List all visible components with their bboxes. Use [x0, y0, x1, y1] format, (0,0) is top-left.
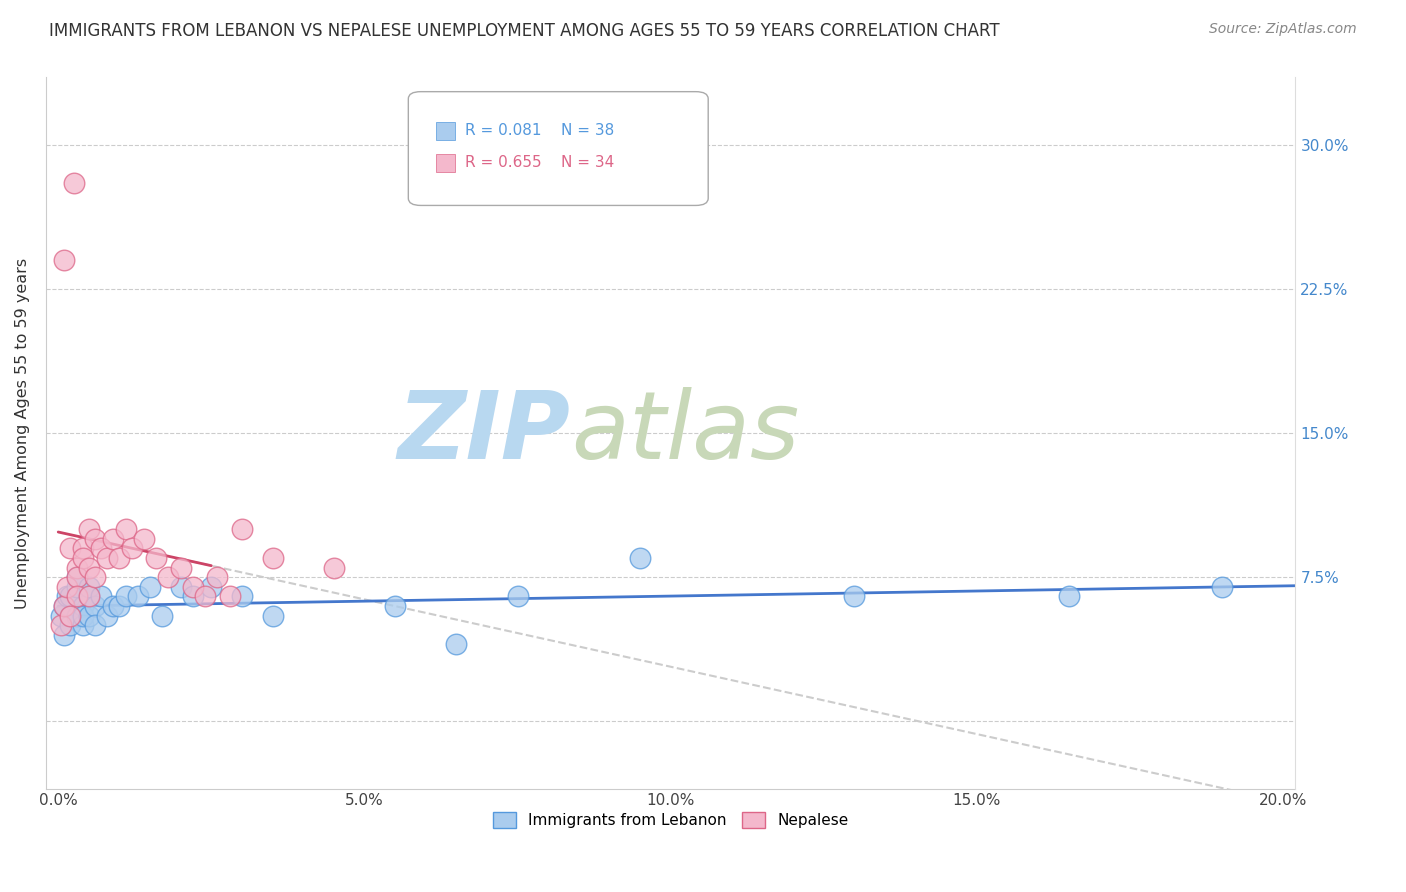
- Point: [114, 590, 136, 604]
- Point: [218, 590, 240, 604]
- Point: [114, 522, 136, 536]
- Point: [200, 580, 222, 594]
- Point: [446, 637, 468, 651]
- Point: [121, 541, 143, 556]
- Point: [53, 599, 76, 613]
- Point: [108, 599, 131, 613]
- Point: [56, 580, 79, 594]
- Text: ZIP: ZIP: [398, 387, 571, 479]
- Point: [150, 608, 173, 623]
- Point: [65, 560, 87, 574]
- Point: [77, 590, 100, 604]
- Point: [65, 570, 87, 584]
- Point: [181, 590, 204, 604]
- Point: [65, 608, 87, 623]
- Point: [181, 580, 204, 594]
- Text: R = 0.655: R = 0.655: [464, 155, 541, 170]
- FancyBboxPatch shape: [436, 154, 454, 171]
- Text: atlas: atlas: [571, 387, 799, 478]
- Text: IMMIGRANTS FROM LEBANON VS NEPALESE UNEMPLOYMENT AMONG AGES 55 TO 59 YEARS CORRE: IMMIGRANTS FROM LEBANON VS NEPALESE UNEM…: [49, 22, 1000, 40]
- Point: [157, 570, 180, 584]
- Point: [170, 560, 193, 574]
- Text: N = 34: N = 34: [561, 155, 614, 170]
- Point: [139, 580, 162, 594]
- Text: R = 0.081: R = 0.081: [464, 123, 541, 138]
- Point: [262, 550, 284, 565]
- Point: [77, 590, 100, 604]
- Point: [77, 522, 100, 536]
- Point: [59, 608, 82, 623]
- Point: [127, 590, 149, 604]
- Point: [1211, 580, 1233, 594]
- Point: [322, 560, 344, 574]
- Point: [84, 618, 107, 632]
- Point: [231, 590, 253, 604]
- Point: [96, 608, 118, 623]
- Point: [65, 580, 87, 594]
- Point: [96, 550, 118, 565]
- Point: [53, 252, 76, 267]
- FancyBboxPatch shape: [408, 92, 709, 205]
- Point: [53, 599, 76, 613]
- Point: [103, 599, 125, 613]
- Point: [77, 560, 100, 574]
- Point: [628, 550, 651, 565]
- Point: [72, 618, 94, 632]
- Point: [84, 599, 107, 613]
- Point: [108, 550, 131, 565]
- Point: [51, 608, 73, 623]
- Point: [506, 590, 529, 604]
- Point: [207, 570, 229, 584]
- Point: [77, 580, 100, 594]
- Point: [844, 590, 866, 604]
- Point: [72, 550, 94, 565]
- Point: [59, 541, 82, 556]
- FancyBboxPatch shape: [436, 122, 454, 140]
- Point: [84, 570, 107, 584]
- Point: [59, 590, 82, 604]
- Point: [59, 608, 82, 623]
- Point: [132, 532, 155, 546]
- Point: [84, 532, 107, 546]
- Point: [77, 608, 100, 623]
- Point: [72, 541, 94, 556]
- Point: [90, 590, 112, 604]
- Text: Source: ZipAtlas.com: Source: ZipAtlas.com: [1209, 22, 1357, 37]
- Point: [72, 599, 94, 613]
- Point: [145, 550, 167, 565]
- Point: [231, 522, 253, 536]
- Y-axis label: Unemployment Among Ages 55 to 59 years: Unemployment Among Ages 55 to 59 years: [15, 258, 30, 608]
- Point: [262, 608, 284, 623]
- Point: [65, 590, 87, 604]
- Point: [53, 628, 76, 642]
- Point: [384, 599, 406, 613]
- Point: [1057, 590, 1080, 604]
- Point: [56, 590, 79, 604]
- Point: [65, 570, 87, 584]
- Text: N = 38: N = 38: [561, 123, 614, 138]
- Point: [90, 541, 112, 556]
- Point: [62, 176, 84, 190]
- Point: [59, 618, 82, 632]
- Point: [72, 608, 94, 623]
- Legend: Immigrants from Lebanon, Nepalese: Immigrants from Lebanon, Nepalese: [486, 806, 855, 834]
- Point: [51, 618, 73, 632]
- Point: [103, 532, 125, 546]
- Point: [194, 590, 217, 604]
- Point: [170, 580, 193, 594]
